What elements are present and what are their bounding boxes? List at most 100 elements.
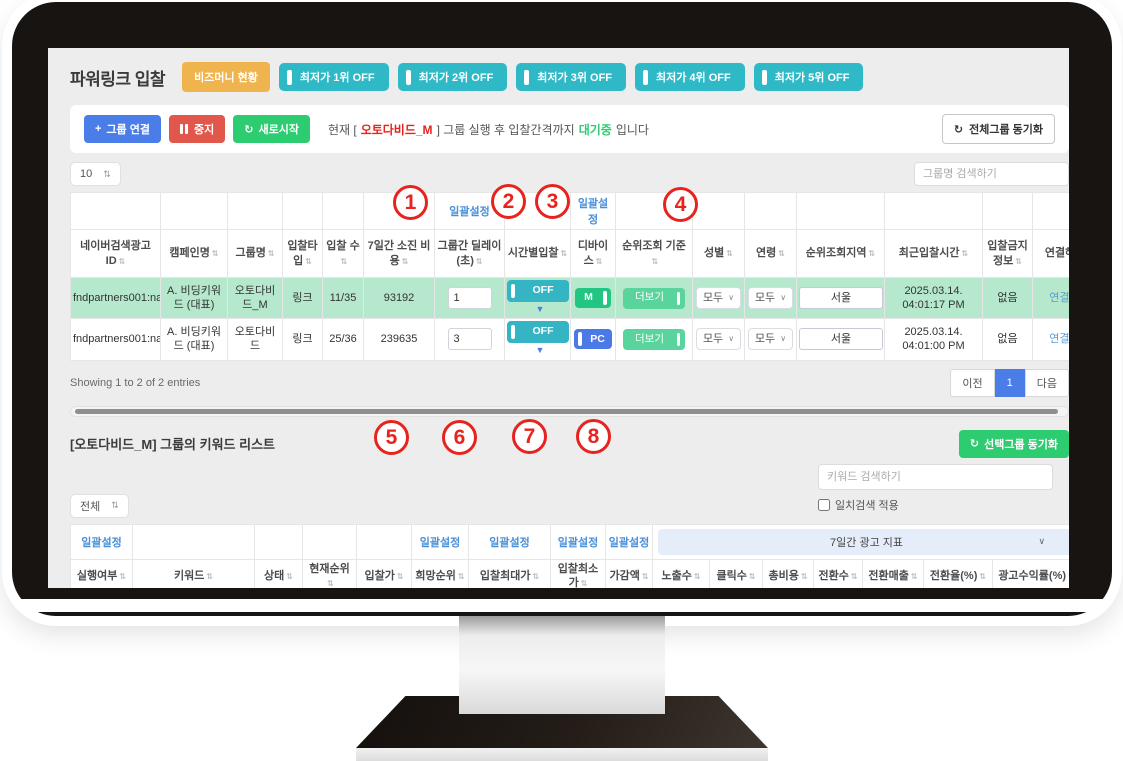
batch-settings-link-bid-max[interactable]: 일괄설정 [468, 523, 551, 560]
column-header[interactable]: 입찰가 ⇅ [356, 558, 412, 588]
column-header[interactable]: 순위조회지역 ⇅ [796, 229, 885, 278]
batch-settings-link-desired-rank[interactable]: 일괄설정 [411, 523, 469, 560]
batch-settings-link-device[interactable]: 일괄설정 [570, 192, 616, 230]
caret-down-icon[interactable]: ▼ [535, 304, 545, 314]
region-button[interactable]: 서울 [799, 328, 883, 351]
annotation-circle-7: 7 [512, 419, 547, 454]
batch-settings-link-run[interactable]: 일괄설정 [70, 523, 133, 560]
column-header[interactable]: 전환율(%) ⇅ [923, 558, 993, 588]
column-header[interactable]: 키워드 ⇅ [132, 558, 255, 588]
stop-button[interactable]: 중지 [168, 115, 226, 143]
column-header[interactable]: 클릭수 ⇅ [709, 558, 763, 588]
batch-settings-link-adjust[interactable]: 일괄설정 [605, 523, 653, 560]
chevron-down-icon: ∨ [1038, 536, 1046, 547]
scrollbar-thumb[interactable] [75, 408, 1058, 414]
chevron-down-icon: ∨ [780, 334, 787, 344]
column-header[interactable]: 시간별입찰 ⇅ [504, 229, 571, 278]
column-header[interactable]: 입찰 수⇅ [322, 229, 364, 278]
column-header[interactable]: 디바이스 ⇅ [570, 229, 616, 278]
disconnect-link[interactable]: 연결해제 [1049, 292, 1069, 304]
cell-last-bid-time: 2025.03.14. 04:01:17 PM [884, 276, 983, 320]
lowest-rank4-off-button[interactable]: 최저가 4위 OFF [635, 63, 745, 91]
lowest-rank5-off-button[interactable]: 최저가 5위 OFF [753, 63, 864, 91]
column-header[interactable]: 네이버검색광고 ID ⇅ [70, 229, 161, 278]
annotation-circle-1: 1 [393, 185, 428, 220]
keyword-filter-select[interactable]: 전체 ⇅ [70, 493, 129, 518]
monitor-screen: 파워링크 입찰 비즈머니 현황 최저가 1위 OFF 최저가 2위 OFF 최저… [48, 48, 1069, 588]
column-header[interactable]: 총비용 ⇅ [762, 558, 814, 588]
sort-icon: ⇅ [651, 256, 659, 266]
sync-selected-group-button[interactable]: ↻ 선택그룹 동기화 [958, 429, 1069, 458]
column-header[interactable]: 입찰금지 정보 ⇅ [982, 229, 1033, 278]
column-header[interactable]: 캠페인명 ⇅ [160, 229, 228, 278]
column-header[interactable]: 입찰최소가 ⇅ [550, 558, 606, 588]
column-header[interactable]: 성별 ⇅ [692, 229, 745, 278]
rank-more-button[interactable]: 더보기 [623, 287, 685, 309]
status-state: 대기중 [578, 122, 612, 137]
keyword-section-header: [오토다비드_M] 그룹의 키워드 리스트 ↻ 선택그룹 동기화 [70, 429, 1069, 458]
gender-select[interactable]: 모두 ∨ [695, 328, 742, 351]
page-size-select[interactable]: 10 ⇅ [70, 162, 121, 186]
sort-icon: ⇅ [1068, 572, 1069, 581]
page-1-button[interactable]: 1 [994, 368, 1025, 397]
age-select[interactable]: 모두 ∨ [747, 287, 794, 310]
next-page-button[interactable]: 다음 [1024, 368, 1069, 397]
sort-icon: ⇅ [800, 572, 808, 582]
status-text: 현재 [ 오토다비드_M ] 그룹 실행 후 입찰간격까지 대기중 입니다 [327, 122, 649, 137]
column-header[interactable]: 그룹명 ⇅ [227, 229, 283, 278]
lowest-rank3-off-button[interactable]: 최저가 3위 OFF [516, 63, 627, 91]
batch-settings-link-bid-min[interactable]: 일괄설정 [550, 523, 606, 560]
lowest-rank1-off-button[interactable]: 최저가 1위 OFF [278, 63, 389, 91]
bizmoney-button[interactable]: 비즈머니 현황 [182, 62, 270, 92]
page-title: 파워링크 입찰 [70, 69, 166, 89]
device-toggle-mobile[interactable]: M [575, 288, 611, 309]
sort-icon: ⇅ [560, 249, 568, 259]
restart-button[interactable]: ↻ 새로시작 [233, 115, 310, 143]
age-select[interactable]: 모두 ∨ [747, 328, 794, 351]
column-header[interactable]: 입찰최대가 ⇅ [468, 558, 551, 588]
column-header[interactable]: 전환수 ⇅ [813, 558, 863, 588]
column-header[interactable]: 희망순위 ⇅ [411, 558, 469, 588]
exact-match-checkbox-label[interactable]: 일치검색 적용 [818, 497, 899, 513]
column-header[interactable]: 전환매출 ⇅ [862, 558, 924, 588]
hourly-bid-toggle[interactable]: OFF [507, 280, 569, 302]
column-header[interactable]: 현재순위⇅ [302, 558, 357, 588]
column-header[interactable]: 노출수 ⇅ [652, 558, 710, 588]
hourly-bid-toggle[interactable]: OFF [507, 321, 569, 344]
sort-icon: ⇅ [961, 249, 969, 259]
group-search-input[interactable] [914, 162, 1069, 186]
delay-input[interactable] [447, 287, 492, 310]
disconnect-link[interactable]: 연결해제 [1049, 333, 1069, 346]
group-table-header: 네이버검색광고 ID ⇅ 캠페인명 ⇅ 그룹명 ⇅ 입찰타입 ⇅ 입찰 수⇅ 7일간 소… [70, 229, 1069, 278]
column-header[interactable]: 상태 ⇅ [254, 558, 303, 588]
column-header[interactable]: 입찰타입 ⇅ [282, 229, 323, 278]
pause-icon [179, 124, 188, 134]
monitor-stand-neck [459, 616, 665, 714]
column-header[interactable]: 최근입찰시간 ⇅ [884, 229, 983, 278]
prev-page-button[interactable]: 이전 [950, 368, 995, 397]
rank-more-button[interactable]: 더보기 [623, 328, 685, 350]
sync-all-groups-button[interactable]: ↻ 전체그룹 동기화 [941, 114, 1055, 144]
column-header[interactable]: 실행여부 ⇅ [70, 558, 133, 588]
annotation-circle-6: 6 [442, 420, 477, 455]
region-button[interactable]: 서울 [799, 287, 883, 310]
lowest-rank2-off-button[interactable]: 최저가 2위 OFF [397, 63, 508, 91]
keyword-section-title: [오토다비드_M] 그룹의 키워드 리스트 [70, 437, 275, 453]
device-toggle-pc[interactable]: PC [574, 329, 612, 350]
caret-down-icon[interactable]: ▼ [535, 345, 545, 356]
sort-icon: ⇅ [910, 572, 918, 582]
column-header[interactable]: 연령 ⇅ [744, 229, 797, 278]
keyword-filter-row: 전체 ⇅ 일치검색 적용 [70, 493, 1069, 518]
column-header[interactable]: 7일간 소진 비용 ⇅ [363, 229, 435, 278]
column-header[interactable]: 광고수익률(%)⇅ [991, 558, 1069, 588]
gender-select[interactable]: 모두 ∨ [695, 287, 742, 310]
column-header[interactable]: 순위조회 기준⇅ [615, 229, 693, 278]
keyword-search-input[interactable] [818, 463, 1053, 490]
column-header[interactable]: 그룹간 딜레이 (초) ⇅ [434, 229, 505, 278]
exact-match-checkbox[interactable] [818, 498, 830, 511]
group-connect-button[interactable]: + 그룹 연결 [84, 115, 161, 143]
column-header[interactable]: 가감액 ⇅ [605, 558, 653, 588]
column-header[interactable]: 연결해제⇅ [1032, 229, 1069, 278]
delay-input[interactable] [447, 328, 492, 351]
metrics-period-dropdown[interactable]: 7일간 광고 지표 ∨ [658, 528, 1069, 555]
